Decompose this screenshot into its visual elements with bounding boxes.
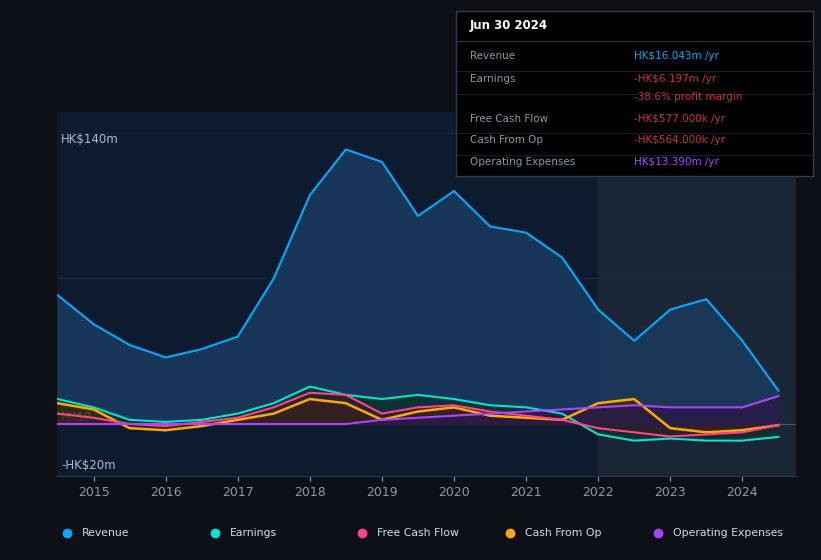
Text: Earnings: Earnings: [230, 529, 277, 538]
Text: Earnings: Earnings: [470, 74, 516, 84]
Text: Revenue: Revenue: [82, 529, 129, 538]
Text: -38.6% profit margin: -38.6% profit margin: [635, 92, 743, 102]
Text: -HK$6.197m /yr: -HK$6.197m /yr: [635, 74, 717, 84]
Text: Free Cash Flow: Free Cash Flow: [470, 114, 548, 124]
Text: Operating Expenses: Operating Expenses: [673, 529, 782, 538]
Text: Cash From Op: Cash From Op: [525, 529, 602, 538]
Text: -HK$564.000k /yr: -HK$564.000k /yr: [635, 135, 725, 145]
Text: Operating Expenses: Operating Expenses: [470, 157, 576, 166]
Text: Jun 30 2024: Jun 30 2024: [470, 20, 548, 32]
Text: Revenue: Revenue: [470, 51, 515, 61]
Bar: [599, 112, 796, 476]
Text: HK$140m: HK$140m: [61, 133, 119, 146]
Text: -HK$577.000k /yr: -HK$577.000k /yr: [635, 114, 725, 124]
Text: HK$0: HK$0: [61, 411, 92, 424]
Text: Free Cash Flow: Free Cash Flow: [378, 529, 459, 538]
Text: HK$13.390m /yr: HK$13.390m /yr: [635, 157, 719, 166]
Text: HK$16.043m /yr: HK$16.043m /yr: [635, 51, 719, 61]
Text: Cash From Op: Cash From Op: [470, 135, 543, 145]
Text: -HK$20m: -HK$20m: [61, 459, 116, 472]
